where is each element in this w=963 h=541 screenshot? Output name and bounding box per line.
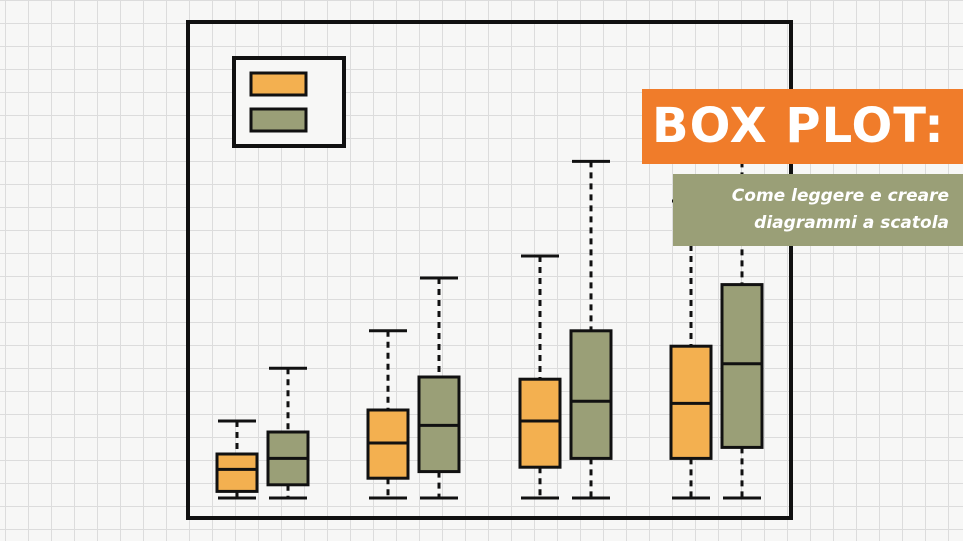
box-orange-3-iqr-box — [518, 377, 562, 469]
subtitle-banner: Come leggere e creare diagrammi a scatol… — [673, 174, 963, 246]
title-text: BOX PLOT: — [652, 98, 945, 154]
title-banner: BOX PLOT: — [642, 89, 963, 164]
box-orange-1-iqr-box — [215, 452, 259, 493]
box-green-4-iqr-box — [720, 283, 764, 449]
legend-swatch-green — [249, 107, 308, 133]
legend — [232, 56, 346, 148]
subtitle-line-1: Come leggere e creare — [731, 186, 949, 206]
legend-frame — [232, 56, 346, 148]
subtitle-line-2: diagrammi a scatola — [754, 213, 949, 233]
box-series — [215, 159, 764, 500]
plot-frame — [186, 20, 793, 520]
legend-swatch-orange — [249, 71, 308, 97]
box-green-3-iqr-box — [569, 329, 613, 460]
